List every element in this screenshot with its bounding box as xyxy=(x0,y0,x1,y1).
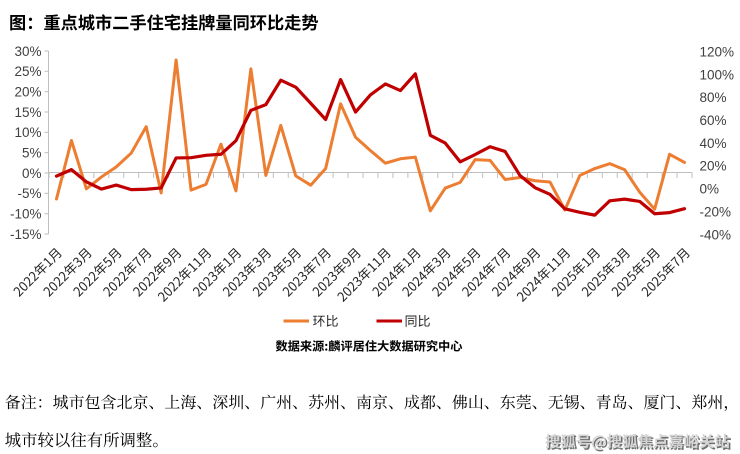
svg-text:120%: 120% xyxy=(700,44,735,59)
svg-text:-5%: -5% xyxy=(17,186,41,201)
svg-text:5%: 5% xyxy=(22,146,42,161)
svg-text:60%: 60% xyxy=(700,113,727,128)
svg-text:20%: 20% xyxy=(700,159,727,174)
svg-text:-40%: -40% xyxy=(700,227,732,242)
svg-text:30%: 30% xyxy=(14,44,41,59)
svg-text:100%: 100% xyxy=(700,67,735,82)
svg-text:-15%: -15% xyxy=(10,227,42,242)
svg-text:40%: 40% xyxy=(700,136,727,151)
svg-text:15%: 15% xyxy=(14,105,41,120)
svg-text:10%: 10% xyxy=(14,125,41,140)
svg-text:-20%: -20% xyxy=(700,204,732,219)
svg-text:0%: 0% xyxy=(700,182,720,197)
svg-text:80%: 80% xyxy=(700,90,727,105)
svg-text:-10%: -10% xyxy=(10,207,42,222)
svg-text:25%: 25% xyxy=(14,64,41,79)
svg-text:20%: 20% xyxy=(14,85,41,100)
svg-text:0%: 0% xyxy=(22,166,42,181)
